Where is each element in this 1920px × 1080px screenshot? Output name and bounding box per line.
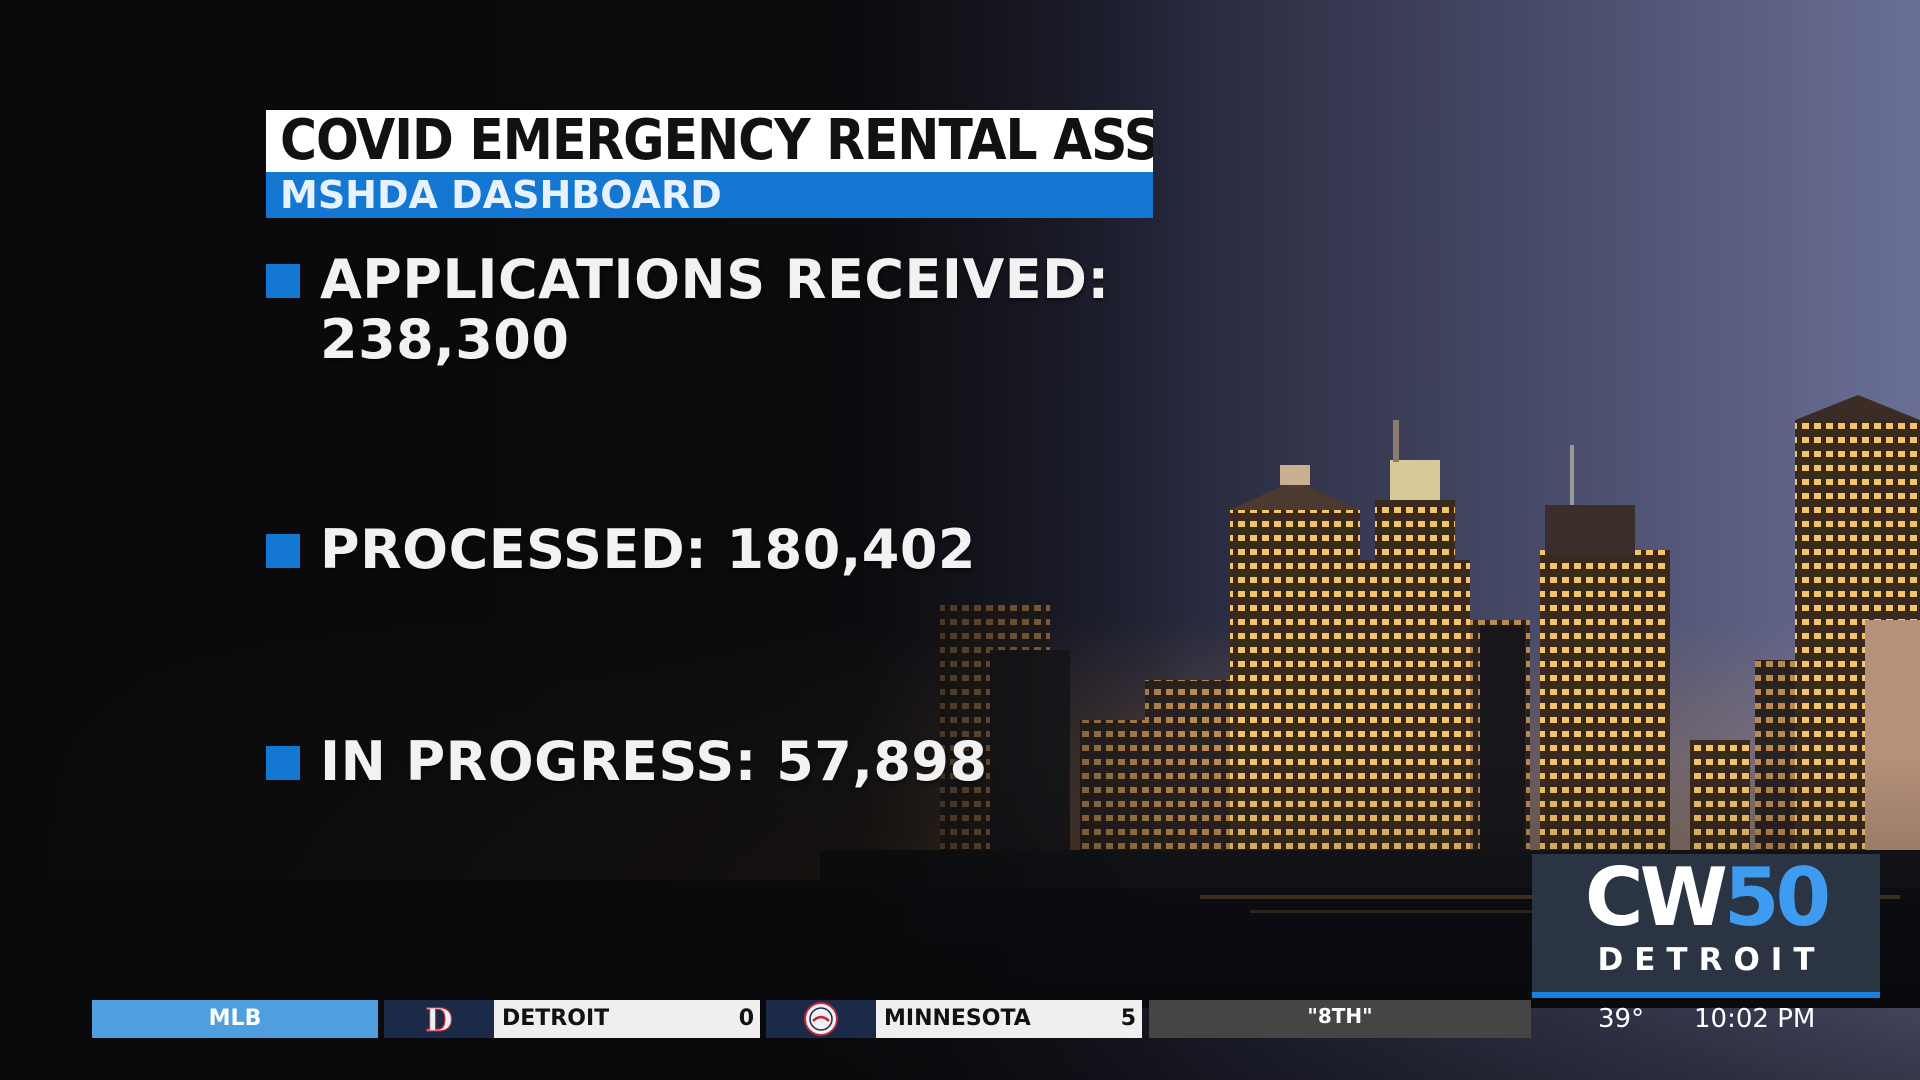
- headline-subtitle: MSHDA DASHBOARD: [266, 172, 1153, 218]
- ticker-team-home: MINNESOTA 5: [876, 1000, 1142, 1038]
- ticker-team-away: DETROIT 0: [494, 1000, 760, 1038]
- stat-label: APPLICATIONS RECEIVED:: [320, 248, 1110, 311]
- stat-processed: PROCESSED: 180,402: [266, 520, 976, 580]
- team-name: DETROIT: [502, 1006, 610, 1031]
- ticker-game-status: "8TH": [1149, 1000, 1531, 1038]
- headline-title: COVID EMERGENCY RENTAL ASSISTANCE: [266, 110, 1153, 172]
- logo-number: 50: [1723, 851, 1831, 944]
- logo-city: DETROIT: [1597, 942, 1826, 978]
- tigers-logo-icon: D: [384, 1000, 494, 1038]
- headline-box: COVID EMERGENCY RENTAL ASSISTANCE MSHDA …: [266, 110, 1153, 218]
- station-logo: CW50 DETROIT: [1532, 854, 1880, 998]
- stat-label: PROCESSED: 180,402: [320, 518, 976, 581]
- bullet-square-icon: [266, 264, 300, 298]
- team-score: 5: [1120, 1006, 1136, 1031]
- score-ticker: MLB D DETROIT 0 MINNESOTA 5 "8TH" 39° 10…: [0, 998, 1920, 1042]
- svg-text:D: D: [425, 1001, 453, 1038]
- twins-logo-icon: [766, 1000, 876, 1038]
- stat-in-progress: IN PROGRESS: 57,898: [266, 732, 988, 792]
- stat-value: 238,300: [320, 308, 570, 371]
- ticker-temperature: 39°: [1598, 1004, 1645, 1034]
- bullet-square-icon: [266, 746, 300, 780]
- ticker-league: MLB: [92, 1000, 378, 1038]
- bullet-square-icon: [266, 534, 300, 568]
- stat-applications-received: APPLICATIONS RECEIVED: 238,300: [266, 250, 1110, 370]
- team-name: MINNESOTA: [884, 1006, 1031, 1031]
- logo-cw-text: CW: [1584, 851, 1728, 944]
- ticker-time: 10:02 PM: [1694, 1004, 1816, 1034]
- stat-label: IN PROGRESS: 57,898: [320, 730, 988, 793]
- team-score: 0: [738, 1006, 754, 1031]
